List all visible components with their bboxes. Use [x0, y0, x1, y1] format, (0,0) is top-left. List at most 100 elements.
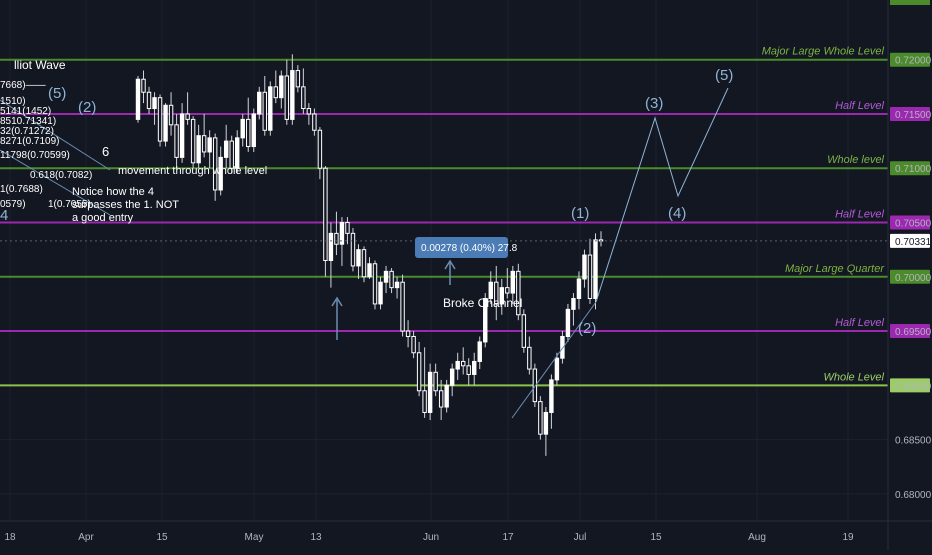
- candle-body: [345, 222, 350, 234]
- candle-body: [527, 346, 532, 370]
- candle-body: [460, 360, 466, 367]
- time-tick-label: 18: [4, 532, 16, 543]
- candles: [0, 54, 888, 456]
- channel-line: [0, 99, 111, 171]
- candle-body: [400, 281, 405, 332]
- candle-body: [350, 232, 356, 267]
- annotation-broke-channel: Broke Channel: [443, 296, 522, 310]
- time-tick-label: Jun: [423, 532, 439, 543]
- annotation-notice-1: Notice how the 4: [72, 186, 154, 198]
- price-tick-label: 0.68500: [895, 436, 932, 447]
- wave-label-4: (4): [668, 205, 686, 222]
- level-label: Half Level: [835, 317, 884, 329]
- svg-text:0.618(0.7082): 0.618(0.7082): [30, 170, 92, 181]
- candle-body: [163, 104, 168, 142]
- candle-body: [168, 104, 174, 126]
- candle-body: [427, 371, 433, 413]
- candle-body: [328, 232, 334, 261]
- candle-body: [279, 75, 284, 99]
- candle-body: [477, 341, 482, 362]
- candle-body: [521, 314, 527, 348]
- time-axis-bg: [0, 521, 932, 550]
- candle-body: [301, 86, 306, 110]
- candle-body: [218, 156, 223, 191]
- price-tick-label: 0.69500: [895, 327, 932, 338]
- candle-body: [246, 118, 251, 148]
- annotation-movement: movement through whole level: [118, 165, 267, 177]
- candle-body: [483, 297, 488, 343]
- candle-body: [317, 129, 323, 169]
- annotation-notice-2: surpasses the 1. NOT: [72, 199, 179, 211]
- overlays: lliot Wave (5) (2) 6 4 7668)—— 1510) 514…: [0, 58, 733, 419]
- price-tick-label: 0.72000: [895, 56, 932, 67]
- time-tick-label: Jul: [574, 532, 587, 543]
- candle-body: [593, 239, 598, 299]
- channel-line-2: [0, 149, 111, 216]
- wave-label-left-6: 6: [102, 144, 109, 159]
- svg-text:1510): 1510): [0, 96, 26, 107]
- candle-body: [312, 113, 317, 131]
- candle-body: [411, 335, 416, 354]
- candle-body: [257, 91, 262, 115]
- arrow-up-jun: [444, 259, 456, 285]
- candle-body: [416, 352, 422, 392]
- candle-body: [157, 97, 163, 142]
- candle-body: [538, 401, 543, 435]
- candle-body: [405, 330, 411, 337]
- candle-body: [323, 167, 328, 261]
- svg-text:7668)——: 7668)——: [0, 80, 46, 91]
- candle-body: [433, 371, 438, 392]
- candle-body: [229, 140, 234, 169]
- price-tag-partial: [890, 0, 930, 5]
- level-label: Major Large Whole Level: [762, 46, 885, 58]
- price-tag: [890, 161, 930, 176]
- measure-tool[interactable]: 0.00278 (0.40%) 27.8: [415, 237, 518, 258]
- wave-label-left-4: 4: [0, 207, 8, 224]
- svg-text:1(0.7688): 1(0.7688): [0, 184, 43, 195]
- candle-body: [378, 281, 383, 305]
- wave-label-left-2: (2): [78, 99, 96, 116]
- current-price-tag: [890, 233, 930, 248]
- time-tick-label: 17: [502, 532, 514, 543]
- candle-body: [334, 232, 339, 245]
- time-tick-label: Aug: [748, 532, 766, 543]
- candle-body: [576, 278, 582, 299]
- candle-body: [422, 390, 427, 413]
- candle-body: [499, 287, 504, 305]
- svg-text:8510.71341): 8510.71341): [0, 116, 56, 127]
- candle-body: [383, 270, 389, 283]
- time-tick-label: Apr: [78, 532, 94, 543]
- wave-label-2: (2): [578, 320, 596, 337]
- level-label: Half Level: [835, 100, 884, 112]
- svg-text:0579): 0579): [0, 199, 26, 210]
- candle-body: [516, 270, 521, 316]
- candle-body: [185, 113, 190, 120]
- candle-body: [223, 140, 229, 158]
- level-label: Half Level: [835, 209, 884, 221]
- candle-body: [444, 384, 449, 408]
- candle-body: [207, 137, 212, 153]
- candle-body: [284, 75, 290, 120]
- measure-tool-text: 0.00278 (0.40%) 27.8: [421, 243, 518, 254]
- price-tick-label: 0.71000: [895, 164, 932, 175]
- wave-projection-path: [595, 87, 729, 303]
- candle-body: [295, 70, 301, 88]
- candle-body: [190, 118, 196, 164]
- price-tick-label: 0.70500: [895, 219, 932, 230]
- candle-body: [549, 379, 554, 413]
- candle-body: [472, 360, 477, 375]
- candle-body: [196, 135, 201, 164]
- price-tag: [890, 52, 930, 67]
- candle-body: [543, 411, 549, 435]
- candle-body: [201, 135, 207, 153]
- annotation-notice-3: a good entry: [72, 212, 134, 224]
- price-tick-label: 0.68000: [895, 490, 932, 501]
- candle-body: [212, 137, 218, 191]
- candle-body: [251, 113, 256, 148]
- candle-body: [290, 70, 295, 120]
- candle-body: [554, 357, 560, 381]
- candle-body: [361, 249, 367, 278]
- candle-body: [141, 78, 146, 93]
